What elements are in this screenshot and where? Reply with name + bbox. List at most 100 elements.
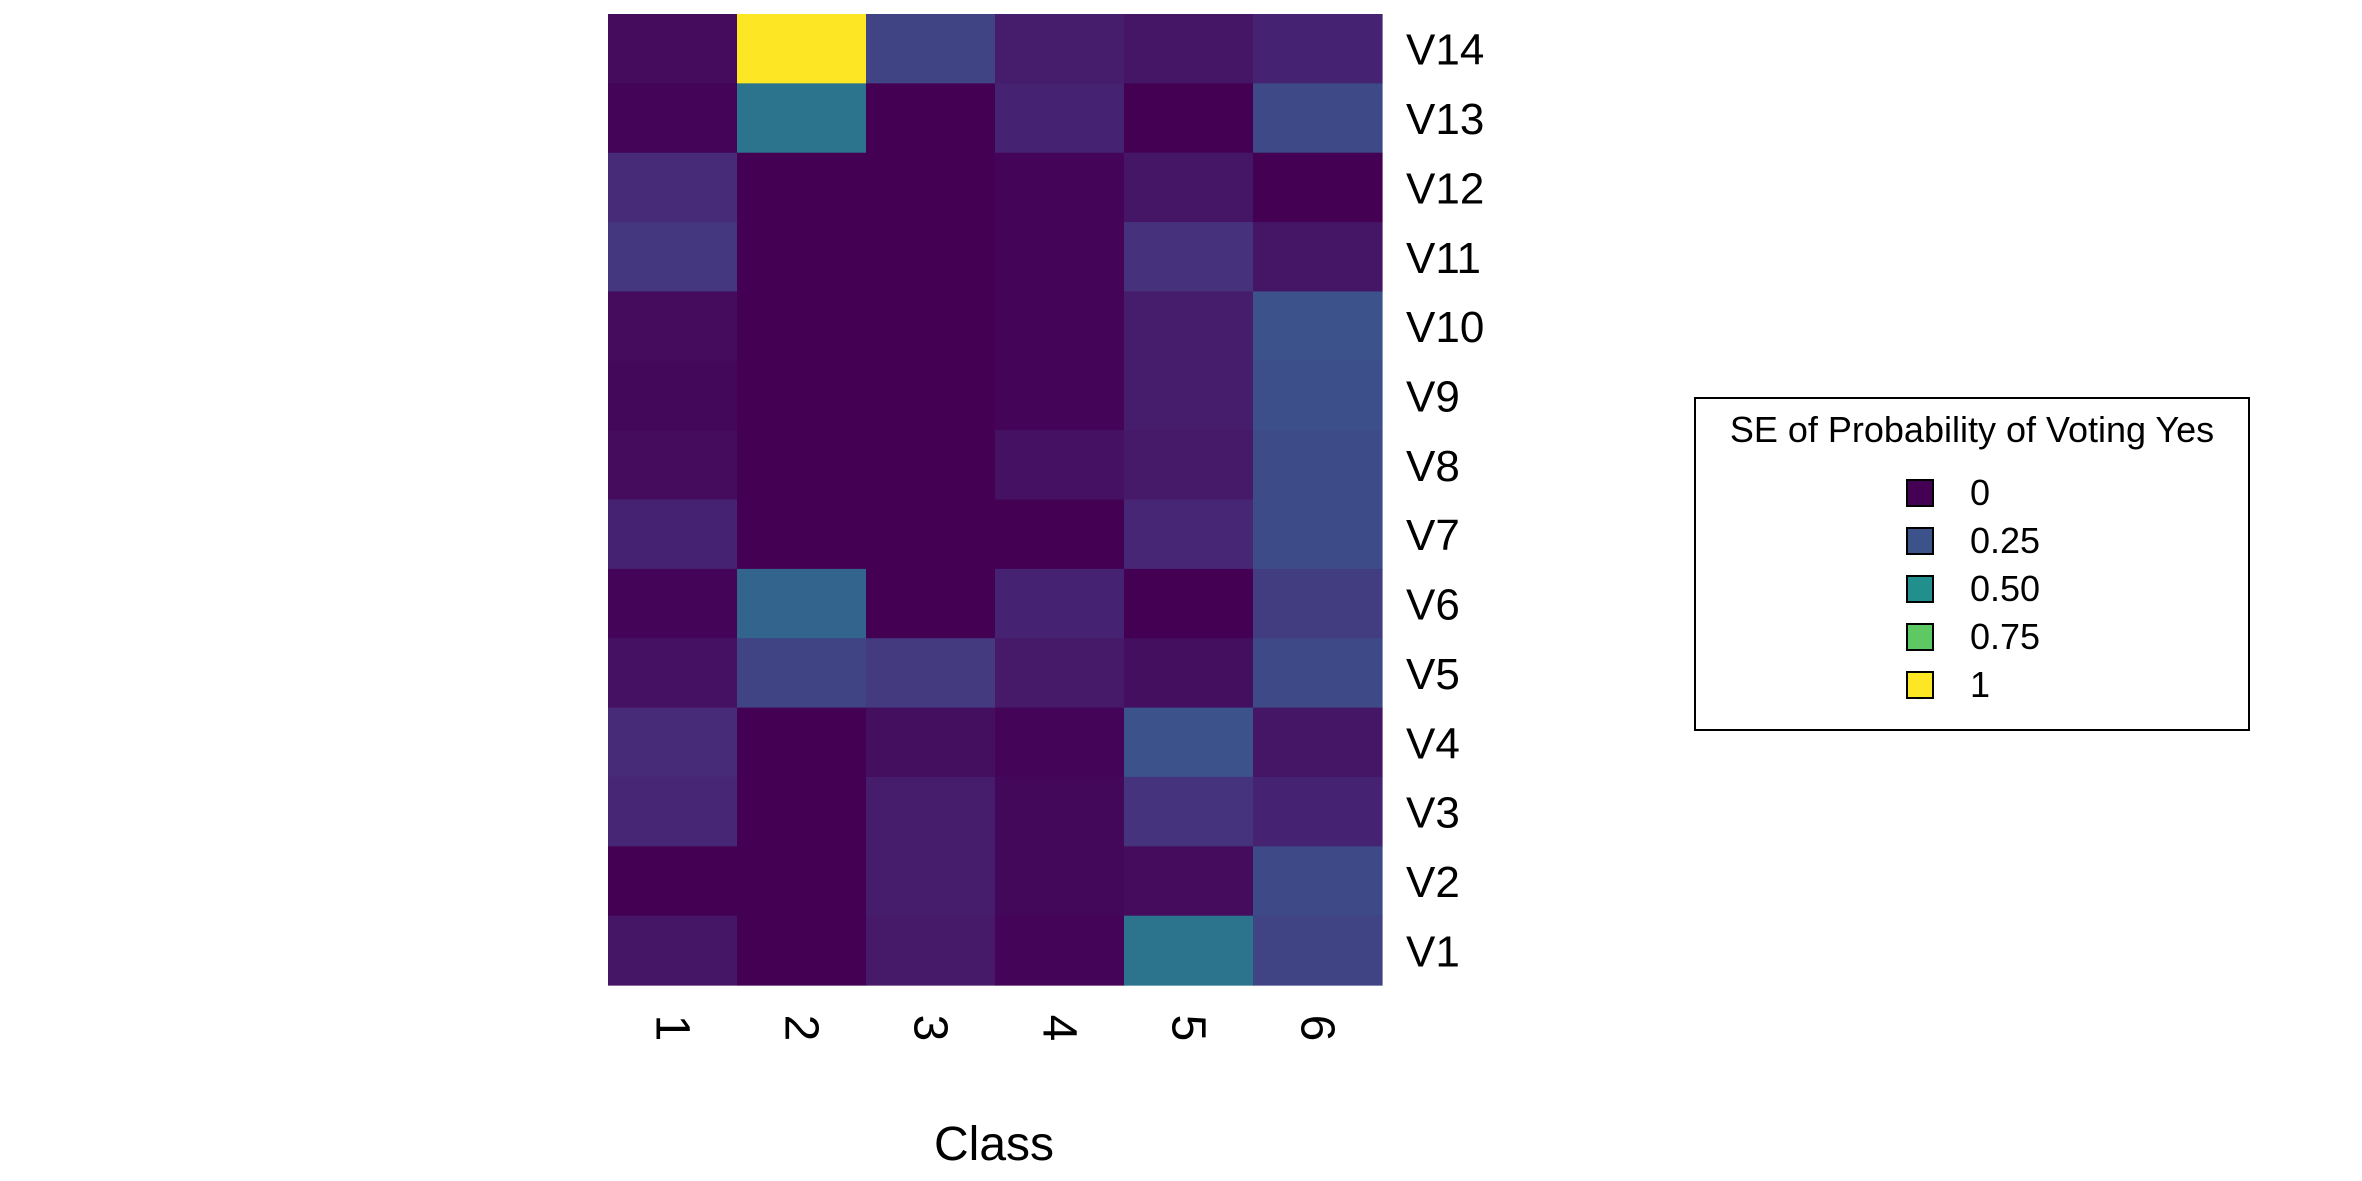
heatmap-cells [608,14,1383,986]
legend-label: 0 [1970,472,1991,513]
legend-swatch [1906,671,1934,699]
heatmap-cell [608,360,738,431]
heatmap-cell [866,83,996,154]
heatmap-cell [737,222,867,293]
heatmap-cell [1253,222,1383,293]
heatmap-cell [995,707,1125,778]
heatmap-cell [1124,568,1254,639]
heatmap-cell [995,152,1125,223]
heatmap-cell [608,291,738,362]
heatmap-cell [737,430,867,501]
heatmap-cell [995,638,1125,709]
heatmap-cell [866,846,996,917]
heatmap-cell [866,915,996,986]
x-axis-title: Class [934,1118,1054,1171]
heatmap-cell [1253,638,1383,709]
legend-label: 0.75 [1970,616,2041,657]
heatmap-cell [608,846,738,917]
heatmap-cell [1253,499,1383,570]
heatmap-cell [866,222,996,293]
x-tick-label: 6 [1291,1015,1344,1042]
heatmap-cell [1124,499,1254,570]
x-tick-label: 5 [1162,1015,1215,1042]
heatmap-cell [608,707,738,778]
heatmap-cell [1253,291,1383,362]
heatmap-cell [1124,430,1254,501]
legend-item: 0.25 [1906,520,2040,561]
heatmap-cell [737,291,867,362]
heatmap-cell [995,222,1125,293]
x-tick-label: 3 [904,1015,957,1042]
x-axis-tick-labels: 1 2 3 4 5 6 [646,1015,1344,1042]
heatmap-cell [737,83,867,154]
x-tick-label: 1 [646,1015,699,1042]
legend-swatch [1906,527,1934,555]
heatmap-cell [995,14,1125,84]
heatmap-cell [866,707,996,778]
legend-item: 0.50 [1906,568,2041,609]
heatmap-cell [1124,638,1254,709]
heatmap-cell [1253,83,1383,154]
y-tick-label: V14 [1406,26,1484,75]
heatmap-cell [737,707,867,778]
y-tick-label: V12 [1406,164,1484,213]
heatmap-cell [1124,360,1254,431]
heatmap-cell [995,83,1125,154]
heatmap-cell [737,638,867,709]
heatmap-cell [866,152,996,223]
legend-swatch [1906,575,1934,603]
heatmap-cell [995,776,1125,847]
heatmap-cell [608,499,738,570]
heatmap-cell [995,430,1125,501]
y-tick-label: V11 [1406,234,1481,283]
heatmap-cell [737,846,867,917]
y-tick-label: V13 [1406,95,1484,144]
heatmap-cell [608,14,738,84]
heatmap-cell [995,360,1125,431]
heatmap-cell [737,499,867,570]
heatmap-cell [608,152,738,223]
heatmap-cell [995,499,1125,570]
legend-title: SE of Probability of Voting Yes [1729,409,2215,450]
heatmap-cell [1253,707,1383,778]
legend-label: 1 [1970,664,1991,705]
heatmap-cell [737,360,867,431]
y-tick-label: V9 [1406,372,1460,421]
heatmap-cell [737,568,867,639]
heatmap-cell [995,846,1125,917]
heatmap-cell [1124,222,1254,293]
heatmap-cell [737,14,867,84]
y-tick-label: V3 [1406,789,1460,838]
legend-swatch [1906,623,1934,651]
legend: SE of Probability of Voting Yes 0 0.25 0.5… [1694,397,2250,731]
heatmap-cell [1253,915,1383,986]
heatmap-cell [866,776,996,847]
heatmap-cell [1253,846,1383,917]
heatmap-cell [608,568,738,639]
heatmap-cell [1124,152,1254,223]
heatmap-cell [995,568,1125,639]
y-tick-label: V6 [1406,581,1460,630]
heatmap-cell [1253,568,1383,639]
legend-label: 0.50 [1970,568,2041,609]
y-tick-label: V1 [1406,927,1460,976]
heatmap-cell [866,291,996,362]
heatmap-cell [1124,776,1254,847]
heatmap-cell [608,222,738,293]
y-tick-label: V8 [1406,442,1460,491]
y-tick-label: V2 [1406,858,1460,907]
heatmap-cell [1124,846,1254,917]
y-tick-label: V5 [1406,650,1460,699]
heatmap-cell [866,360,996,431]
heatmap-cell [866,638,996,709]
legend-item: 0.75 [1906,616,2041,657]
heatmap-cell [608,430,738,501]
heatmap-cell [995,291,1125,362]
heatmap-cell [737,776,867,847]
heatmap-cell [1253,776,1383,847]
y-tick-label: V7 [1406,511,1460,560]
heatmap-cell [1124,83,1254,154]
heatmap-cell [1124,707,1254,778]
y-tick-label: V10 [1406,303,1484,352]
heatmap-cell [995,915,1125,986]
